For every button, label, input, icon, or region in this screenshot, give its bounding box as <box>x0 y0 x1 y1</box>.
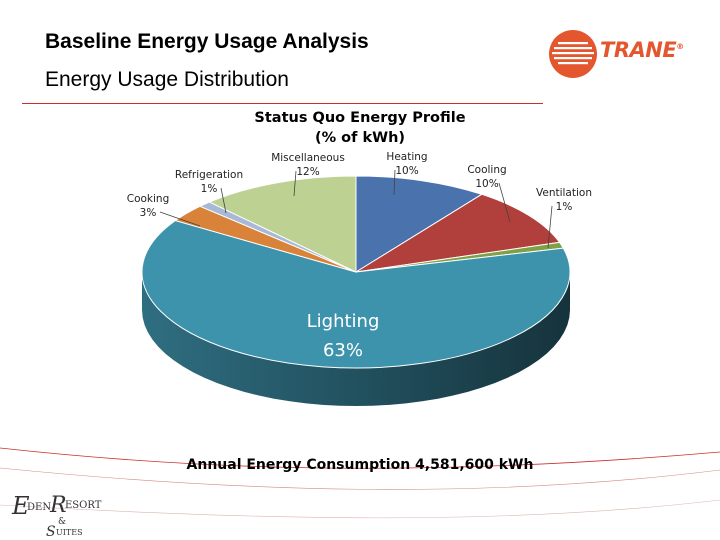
svg-text:S: S <box>46 524 56 538</box>
pie-label-cooking-name: Cooking <box>127 193 170 205</box>
slide-title: Baseline Energy Usage Analysis <box>45 30 369 53</box>
pie-slice-cooling <box>355 193 561 273</box>
pie-leader-refrigeration <box>220 187 227 214</box>
pie-label-miscellaneous-name: Miscellaneous <box>271 152 345 164</box>
slide-subtitle: Energy Usage Distribution <box>45 68 289 91</box>
trane-logo-icon <box>549 30 597 78</box>
pie-side-lighting <box>142 272 570 406</box>
svg-text:E: E <box>11 492 30 520</box>
pie-label-refrigeration-value: 1% <box>201 183 218 195</box>
svg-text:R: R <box>49 493 67 518</box>
pie-label-lighting-value: 63% <box>323 340 363 361</box>
svg-text:&: & <box>58 517 66 527</box>
pie-label-ventilation-name: Ventilation <box>536 187 592 199</box>
chart-title: Status Quo Energy Profile (% of kWh) <box>200 108 520 148</box>
trane-wordmark: TRANE® <box>600 38 684 62</box>
pie-label-miscellaneous-value: 12% <box>296 166 319 178</box>
pie-leader-cooling <box>498 182 511 223</box>
pie-side-walls <box>142 272 570 406</box>
title-divider <box>22 103 543 104</box>
pie-label-cooking-value: 3% <box>140 207 157 219</box>
pie-slice-miscellaneous <box>208 175 357 273</box>
svg-text:DEN: DEN <box>27 502 51 513</box>
pie-slice-heating <box>355 175 483 273</box>
pie-label-ventilation-value: 1% <box>556 201 573 213</box>
pie-label-heating-name: Heating <box>386 151 427 163</box>
pie-slice-lighting <box>141 220 571 369</box>
pie-leader-heating <box>393 169 396 196</box>
chart-title-line2: (% of kWh) <box>314 130 406 146</box>
annual-consumption-note: Annual Energy Consumption 4,581,600 kWh <box>186 457 534 473</box>
svg-text:ESORT: ESORT <box>65 500 102 511</box>
pie-label-heating-value: 10% <box>395 165 418 177</box>
pie-leader-ventilation <box>547 205 553 249</box>
chart-title-line1: Status Quo Energy Profile <box>254 110 466 126</box>
pie-leader-miscellaneous <box>293 170 297 197</box>
pie-label-cooling-value: 10% <box>475 178 498 190</box>
eden-resort-logo-icon: E DEN R ESORT & S UITES <box>11 492 102 538</box>
svg-text:UITES: UITES <box>56 528 83 537</box>
pie-label-refrigeration-name: Refrigeration <box>175 169 243 181</box>
pie-leader-cooking <box>159 211 201 227</box>
pie-label-cooling-name: Cooling <box>467 164 506 176</box>
pie-label-lighting-name: Lighting <box>307 311 380 332</box>
